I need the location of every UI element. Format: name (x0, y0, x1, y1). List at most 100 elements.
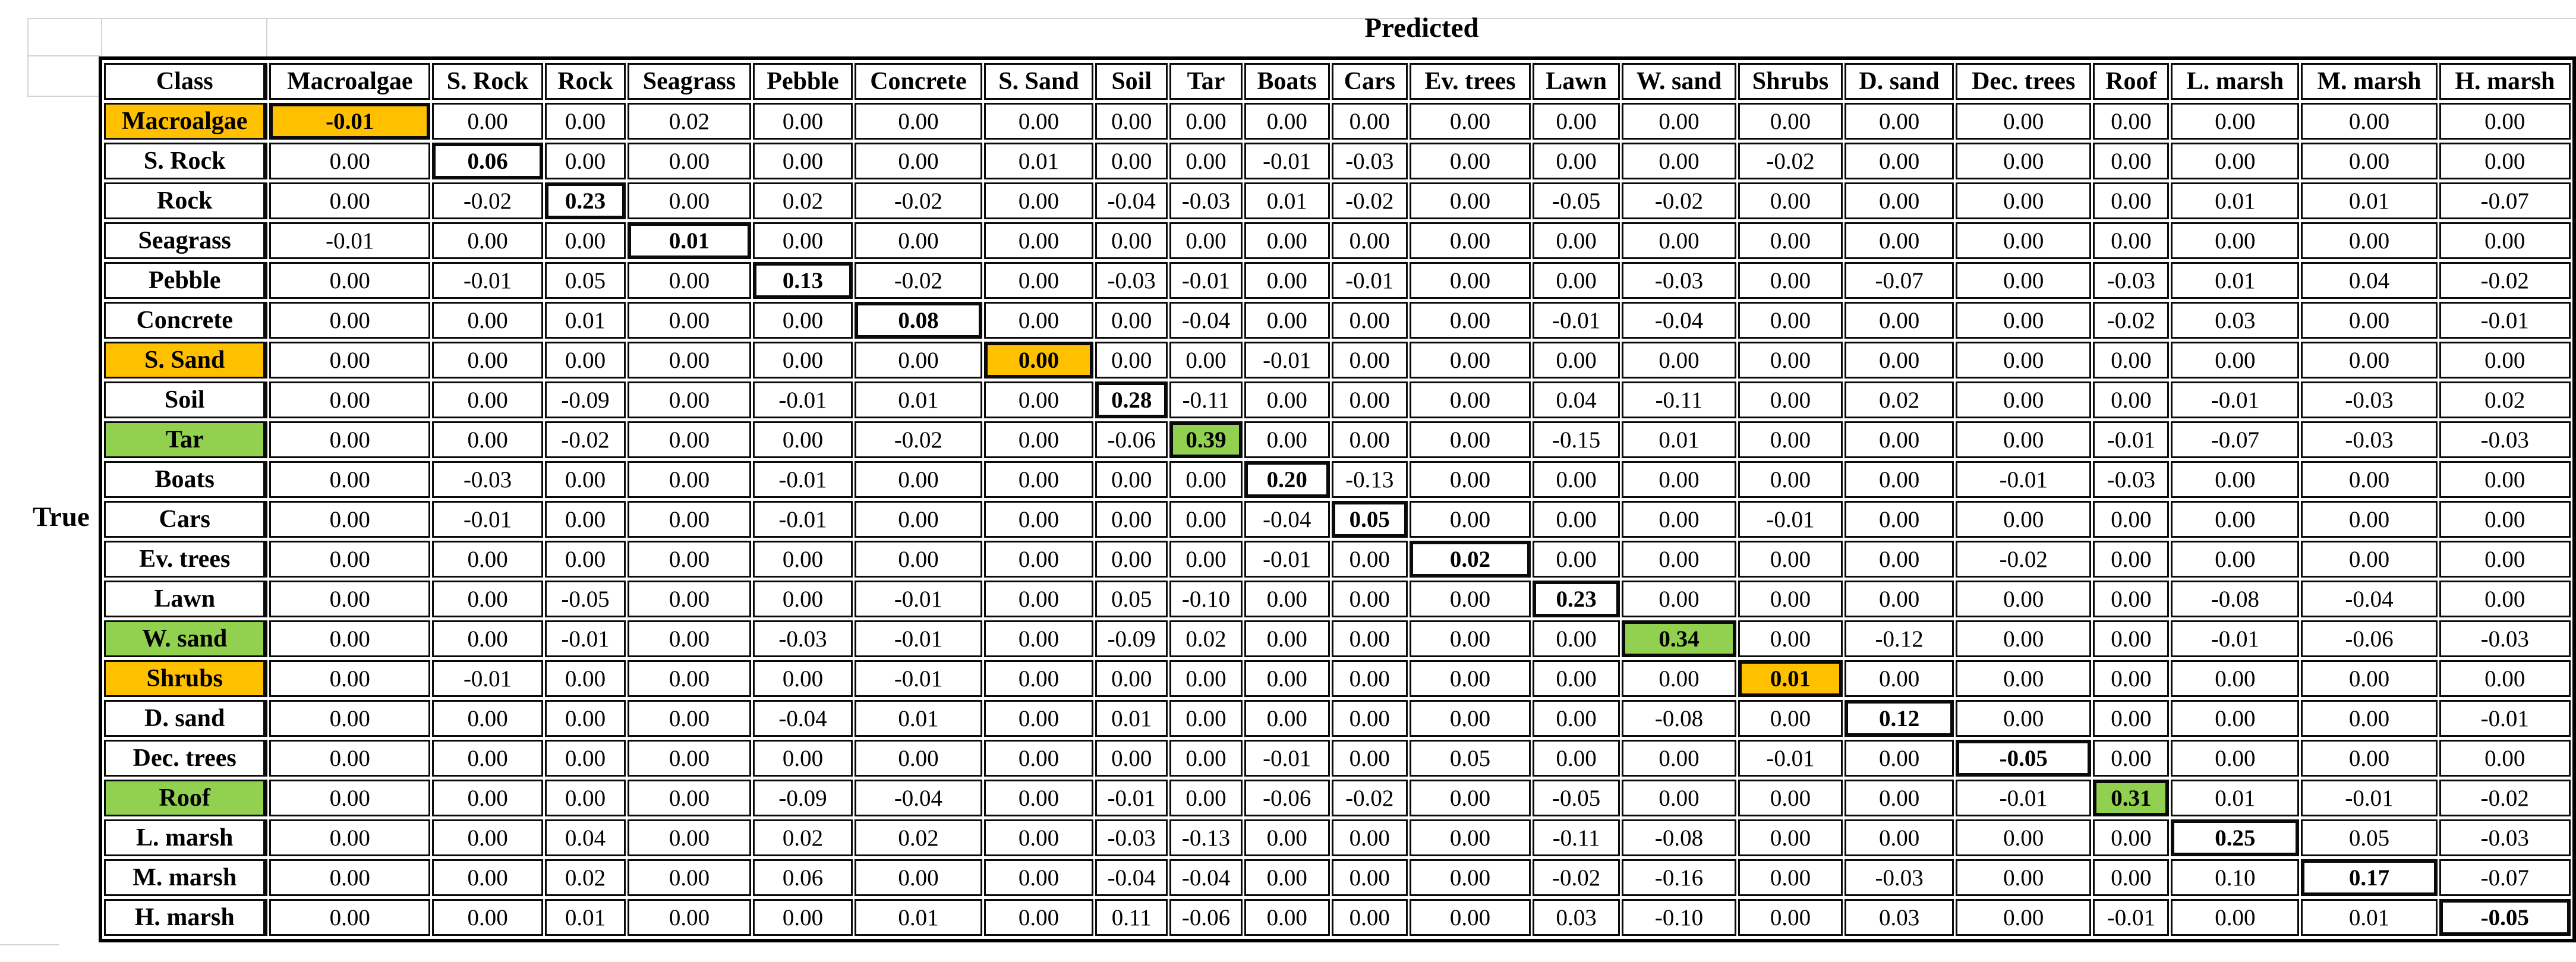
cell-lawn-soil[interactable]: 0.05 (1095, 581, 1168, 617)
cell-pebble-m-marsh[interactable]: 0.04 (2301, 262, 2438, 299)
cell-roof-m-marsh[interactable]: -0.01 (2301, 780, 2438, 816)
cell-w-sand-tar[interactable]: 0.02 (1169, 620, 1243, 657)
cell-boats-s-rock[interactable]: -0.03 (432, 461, 543, 498)
row-header-s-sand[interactable]: S. Sand (104, 342, 268, 379)
cell-tar-s-rock[interactable]: 0.00 (432, 421, 543, 458)
cell-l-marsh-lawn[interactable]: -0.11 (1533, 819, 1620, 856)
cell-cars-pebble[interactable]: -0.01 (752, 501, 853, 538)
cell-pebble-rock[interactable]: 0.05 (544, 262, 626, 299)
cell-shrubs-cars[interactable]: 0.00 (1331, 660, 1408, 697)
cell-w-sand-macroalgae[interactable]: 0.00 (269, 620, 431, 657)
cell-ev-trees-ev-trees[interactable]: 0.02 (1409, 541, 1531, 578)
cell-tar-l-marsh[interactable]: -0.07 (2171, 421, 2300, 458)
cell-boats-pebble[interactable]: -0.01 (752, 461, 853, 498)
cell-shrubs-macroalgae[interactable]: 0.00 (269, 660, 431, 697)
cell-h-marsh-shrubs[interactable]: 0.00 (1738, 899, 1843, 936)
cell-s-sand-lawn[interactable]: 0.00 (1533, 342, 1620, 379)
cell-lawn-rock[interactable]: -0.05 (544, 581, 626, 617)
row-header-tar[interactable]: Tar (104, 421, 268, 458)
cell-tar-seagrass[interactable]: 0.00 (628, 421, 751, 458)
cell-soil-w-sand[interactable]: -0.11 (1621, 381, 1736, 418)
cell-h-marsh-d-sand[interactable]: 0.03 (1844, 899, 1954, 936)
cell-roof-ev-trees[interactable]: 0.00 (1409, 780, 1531, 816)
cell-soil-concrete[interactable]: 0.01 (854, 381, 982, 418)
cell-m-marsh-rock[interactable]: 0.02 (544, 859, 626, 896)
cell-rock-rock[interactable]: 0.23 (544, 182, 626, 219)
cell-l-marsh-concrete[interactable]: 0.02 (854, 819, 982, 856)
cell-lawn-h-marsh[interactable]: 0.00 (2439, 581, 2571, 617)
cell-shrubs-shrubs[interactable]: 0.01 (1738, 660, 1843, 697)
cell-boats-shrubs[interactable]: 0.00 (1738, 461, 1843, 498)
cell-boats-soil[interactable]: 0.00 (1095, 461, 1168, 498)
cell-cars-dec-trees[interactable]: 0.00 (1956, 501, 2092, 538)
cell-concrete-cars[interactable]: 0.00 (1331, 302, 1408, 339)
cell-l-marsh-boats[interactable]: 0.00 (1244, 819, 1330, 856)
cell-l-marsh-seagrass[interactable]: 0.00 (628, 819, 751, 856)
cell-ev-trees-rock[interactable]: 0.00 (544, 541, 626, 578)
cell-dec-trees-seagrass[interactable]: 0.00 (628, 740, 751, 777)
cell-roof-rock[interactable]: 0.00 (544, 780, 626, 816)
cell-macroalgae-w-sand[interactable]: 0.00 (1621, 103, 1736, 140)
cell-s-rock-lawn[interactable]: 0.00 (1533, 143, 1620, 179)
cell-s-rock-cars[interactable]: -0.03 (1331, 143, 1408, 179)
cell-ev-trees-s-sand[interactable]: 0.00 (983, 541, 1094, 578)
cell-lawn-macroalgae[interactable]: 0.00 (269, 581, 431, 617)
cell-rock-lawn[interactable]: -0.05 (1533, 182, 1620, 219)
cell-h-marsh-h-marsh[interactable]: -0.05 (2439, 899, 2571, 936)
cell-h-marsh-s-sand[interactable]: 0.00 (983, 899, 1094, 936)
cell-l-marsh-ev-trees[interactable]: 0.00 (1409, 819, 1531, 856)
cell-cars-rock[interactable]: 0.00 (544, 501, 626, 538)
cell-pebble-boats[interactable]: 0.00 (1244, 262, 1330, 299)
cell-dec-trees-soil[interactable]: 0.00 (1095, 740, 1168, 777)
cell-s-rock-rock[interactable]: 0.00 (544, 143, 626, 179)
cell-l-marsh-rock[interactable]: 0.04 (544, 819, 626, 856)
cell-seagrass-d-sand[interactable]: 0.00 (1844, 222, 1954, 259)
cell-seagrass-rock[interactable]: 0.00 (544, 222, 626, 259)
cell-d-sand-pebble[interactable]: -0.04 (752, 700, 853, 737)
cell-d-sand-concrete[interactable]: 0.01 (854, 700, 982, 737)
cell-d-sand-s-sand[interactable]: 0.00 (983, 700, 1094, 737)
cell-cars-seagrass[interactable]: 0.00 (628, 501, 751, 538)
cell-boats-seagrass[interactable]: 0.00 (628, 461, 751, 498)
col-header-s-rock[interactable]: S. Rock (432, 63, 543, 100)
cell-lawn-boats[interactable]: 0.00 (1244, 581, 1330, 617)
cell-lawn-shrubs[interactable]: 0.00 (1738, 581, 1843, 617)
cell-w-sand-w-sand[interactable]: 0.34 (1621, 620, 1736, 657)
cell-dec-trees-w-sand[interactable]: 0.00 (1621, 740, 1736, 777)
cell-boats-cars[interactable]: -0.13 (1331, 461, 1408, 498)
col-header-macroalgae[interactable]: Macroalgae (269, 63, 431, 100)
cell-cars-boats[interactable]: -0.04 (1244, 501, 1330, 538)
cell-pebble-roof[interactable]: -0.03 (2093, 262, 2170, 299)
cell-ev-trees-concrete[interactable]: 0.00 (854, 541, 982, 578)
cell-dec-trees-shrubs[interactable]: -0.01 (1738, 740, 1843, 777)
cell-rock-seagrass[interactable]: 0.00 (628, 182, 751, 219)
cell-roof-boats[interactable]: -0.06 (1244, 780, 1330, 816)
cell-tar-soil[interactable]: -0.06 (1095, 421, 1168, 458)
cell-boats-macroalgae[interactable]: 0.00 (269, 461, 431, 498)
cell-w-sand-s-rock[interactable]: 0.00 (432, 620, 543, 657)
cell-s-sand-s-rock[interactable]: 0.00 (432, 342, 543, 379)
col-header-l-marsh[interactable]: L. marsh (2171, 63, 2300, 100)
cell-boats-boats[interactable]: 0.20 (1244, 461, 1330, 498)
cell-s-rock-roof[interactable]: 0.00 (2093, 143, 2170, 179)
cell-l-marsh-d-sand[interactable]: 0.00 (1844, 819, 1954, 856)
cell-rock-ev-trees[interactable]: 0.00 (1409, 182, 1531, 219)
cell-boats-lawn[interactable]: 0.00 (1533, 461, 1620, 498)
cell-dec-trees-rock[interactable]: 0.00 (544, 740, 626, 777)
cell-roof-dec-trees[interactable]: -0.01 (1956, 780, 2092, 816)
col-header-s-sand[interactable]: S. Sand (983, 63, 1094, 100)
cell-cars-s-sand[interactable]: 0.00 (983, 501, 1094, 538)
cell-d-sand-rock[interactable]: 0.00 (544, 700, 626, 737)
cell-tar-ev-trees[interactable]: 0.00 (1409, 421, 1531, 458)
cell-tar-lawn[interactable]: -0.15 (1533, 421, 1620, 458)
cell-seagrass-seagrass[interactable]: 0.01 (628, 222, 751, 259)
cell-lawn-cars[interactable]: 0.00 (1331, 581, 1408, 617)
cell-boats-tar[interactable]: 0.00 (1169, 461, 1243, 498)
cell-pebble-seagrass[interactable]: 0.00 (628, 262, 751, 299)
cell-rock-pebble[interactable]: 0.02 (752, 182, 853, 219)
cell-rock-shrubs[interactable]: 0.00 (1738, 182, 1843, 219)
cell-dec-trees-h-marsh[interactable]: 0.00 (2439, 740, 2571, 777)
cell-s-sand-d-sand[interactable]: 0.00 (1844, 342, 1954, 379)
cell-rock-macroalgae[interactable]: 0.00 (269, 182, 431, 219)
cell-tar-tar[interactable]: 0.39 (1169, 421, 1243, 458)
